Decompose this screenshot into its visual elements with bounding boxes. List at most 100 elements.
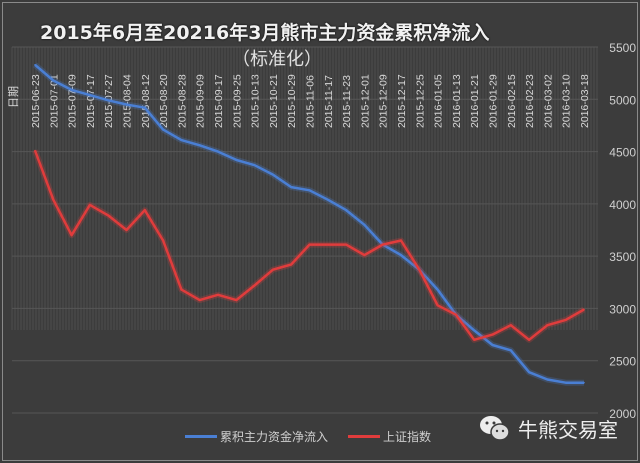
x-tick-label: 2015-09-17: [213, 74, 225, 128]
data-point: [180, 288, 183, 291]
x-tick-label: 2016-01-05: [433, 74, 445, 128]
x-tick-label: 2015-11-06: [305, 75, 317, 128]
x-tick-label: 2015-08-28: [176, 74, 188, 128]
data-point: [52, 79, 55, 82]
x-tick-label: 2015-06-23: [30, 74, 42, 128]
x-tick-label: 2015-09-09: [195, 74, 207, 128]
data-point: [125, 103, 128, 106]
data-point: [400, 254, 402, 256]
data-point: [327, 198, 329, 201]
data-point: [583, 381, 585, 384]
x-tick-label: 2015-10-21: [268, 74, 280, 128]
x-tick-label: 2015-07-09: [67, 74, 79, 128]
data-point: [144, 106, 146, 109]
x-tick-label: 2015-12-25: [414, 74, 426, 128]
data-point: [235, 159, 238, 161]
data-point: [510, 324, 512, 326]
data-point: [491, 333, 494, 336]
data-point: [235, 299, 238, 301]
x-tick-label: 2015-09-25: [231, 74, 243, 128]
data-point: [363, 223, 366, 226]
x-tick-label: 2015-12-17: [396, 74, 408, 128]
data-point: [217, 294, 219, 296]
data-point: [162, 128, 164, 131]
x-tick-label: 2016-02-23: [524, 74, 536, 128]
data-point: [272, 173, 274, 176]
data-point: [473, 329, 476, 332]
x-tick-label: 2015-10-13: [250, 74, 262, 128]
data-point: [564, 381, 567, 384]
data-point: [253, 164, 256, 166]
data-point: [107, 214, 109, 217]
data-point: [491, 344, 494, 346]
y-tick-label: 5500: [609, 41, 636, 55]
data-point: [528, 339, 530, 341]
x-tick-label: 2016-03-10: [561, 74, 573, 128]
x-tick-label: 2016-03-02: [542, 74, 554, 128]
data-point: [52, 198, 55, 201]
x-axis-label: 日期: [7, 86, 20, 108]
data-point: [180, 139, 183, 141]
x-tick-label: 2015-12-01: [359, 74, 371, 128]
legend-label: 上证指数: [383, 430, 432, 444]
data-point: [89, 94, 91, 96]
data-point: [290, 263, 293, 266]
data-point: [455, 313, 457, 316]
data-point: [198, 144, 201, 147]
y-tick-label: 5000: [609, 93, 636, 107]
data-point: [436, 304, 439, 307]
data-point: [34, 149, 36, 152]
x-tick-label: 2015-08-12: [140, 74, 152, 128]
watermark-text: 牛熊交易室: [518, 417, 618, 442]
wechat-icon: [480, 416, 510, 441]
data-point: [583, 308, 585, 311]
x-tick-label: 2016-01-21: [469, 74, 481, 128]
y-tick-label: 4500: [609, 146, 636, 160]
x-tick-label: 2015-11-23: [341, 75, 353, 128]
x-tick-label: 2015-11-17: [323, 75, 335, 128]
y-tick-label: 2000: [609, 407, 636, 421]
x-tick-label: 2016-01-13: [451, 74, 463, 128]
x-tick-label: 2015-08-20: [158, 74, 170, 128]
data-point: [217, 150, 219, 153]
data-point: [107, 99, 109, 102]
x-tick-label: 2015-07-01: [48, 74, 60, 128]
legend-label: 累积主力资金净流入: [220, 430, 329, 444]
x-tick-label: 2015-07-17: [85, 74, 97, 128]
data-point: [510, 349, 512, 352]
data-point: [418, 268, 421, 271]
data-point: [564, 319, 567, 321]
chart-subtitle: （标准化）: [232, 49, 322, 70]
data-point: [436, 288, 439, 291]
data-point: [34, 63, 36, 66]
data-point: [400, 239, 402, 242]
data-point: [308, 243, 311, 246]
data-point: [144, 209, 146, 211]
data-point: [70, 234, 73, 237]
data-point: [308, 189, 311, 192]
data-point: [345, 209, 347, 211]
legend: 累积主力资金净流入 上证指数: [185, 428, 431, 445]
x-tick-label: 2015-08-04: [122, 74, 134, 128]
legend-item-fund-flow: 累积主力资金净流入: [185, 428, 328, 445]
data-point: [89, 204, 91, 206]
data-point: [546, 378, 549, 381]
data-point: [70, 89, 73, 91]
legend-item-index: 上证指数: [348, 428, 431, 445]
data-point: [546, 324, 549, 326]
x-tick-label: 2016-01-29: [488, 74, 500, 128]
y-tick-label: 4000: [609, 198, 636, 212]
chart-title: 2015年6月至20216年3月熊市主力资金累积净流入: [40, 22, 490, 44]
data-point: [162, 239, 164, 242]
data-point: [363, 254, 366, 256]
data-point: [381, 243, 384, 246]
watermark: 牛熊交易室: [478, 413, 618, 443]
data-point: [473, 339, 476, 341]
data-point: [327, 243, 329, 246]
x-tick-label: 2015-10-29: [286, 74, 298, 128]
x-tick-label: 2016-02-15: [506, 74, 518, 128]
data-point: [125, 229, 128, 231]
y-tick-label: 3500: [609, 250, 636, 264]
y-tick-label: 2500: [609, 355, 636, 369]
